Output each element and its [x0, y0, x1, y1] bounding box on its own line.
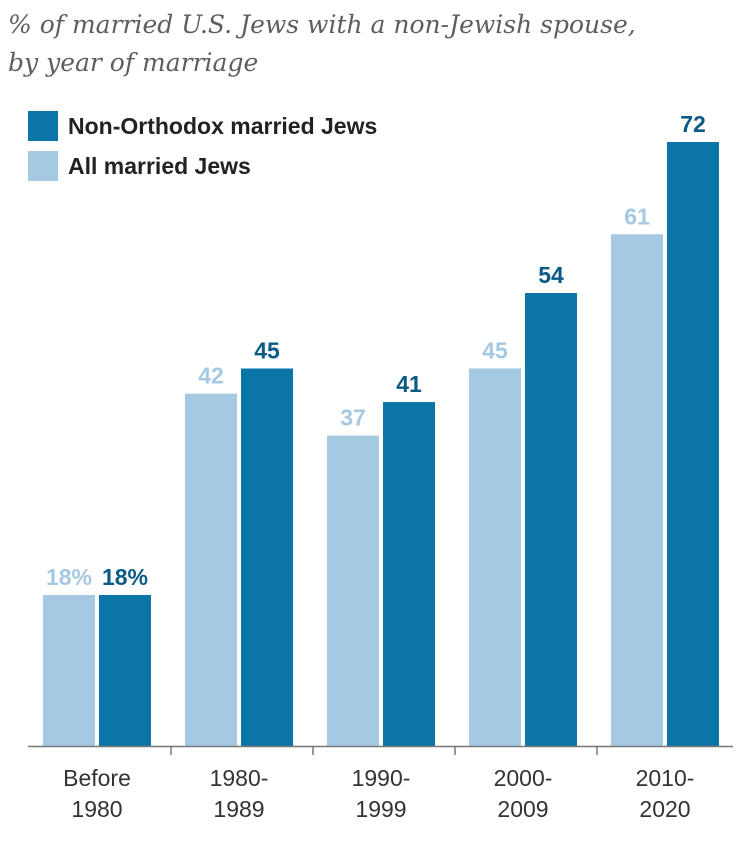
data-label-all-3: 37 — [340, 405, 366, 431]
bar-non-orthodox-4 — [525, 293, 577, 746]
chart-title-line-1: % of married U.S. Jews with a non-Jewish… — [8, 10, 636, 39]
x-tick-label-2-line-1: 1980- — [210, 765, 269, 791]
bar-all-2 — [185, 393, 237, 746]
data-label-all-4: 45 — [482, 338, 508, 364]
legend-label-2: All married Jews — [68, 153, 251, 179]
data-label-non-orthodox-5: 72 — [680, 111, 706, 137]
bar-non-orthodox-2 — [241, 368, 293, 746]
data-label-all-5: 61 — [624, 203, 650, 229]
chart-title: % of married U.S. Jews with a non-Jewish… — [8, 6, 748, 82]
bar-all-5 — [611, 234, 663, 746]
bar-non-orthodox-5 — [667, 142, 719, 746]
legend-label-1: Non-Orthodox married Jews — [68, 113, 377, 139]
x-tick-label-1-line-2: 1980 — [71, 796, 122, 822]
x-tick-label-3-line-2: 1999 — [355, 796, 406, 822]
bar-all-3 — [327, 435, 379, 746]
bar-non-orthodox-1 — [99, 595, 151, 746]
data-label-non-orthodox-2: 45 — [254, 338, 280, 364]
x-tick-label-5-line-1: 2010- — [636, 765, 695, 791]
x-tick-label-5-line-2: 2020 — [639, 796, 690, 822]
x-tick-label-1-line-1: Before — [63, 765, 131, 791]
data-label-all-2: 42 — [198, 363, 224, 389]
data-label-all-1: 18% — [46, 564, 92, 590]
bar-all-4 — [469, 368, 521, 746]
x-tick-label-3-line-1: 1990- — [352, 765, 411, 791]
x-tick-label-4-line-1: 2000- — [494, 765, 553, 791]
legend-swatch-2 — [28, 151, 58, 181]
data-label-non-orthodox-1: 18% — [102, 564, 148, 590]
x-tick-label-4-line-2: 2009 — [497, 796, 548, 822]
chart-title-line-2: by year of marriage — [8, 48, 259, 77]
bar-non-orthodox-3 — [383, 402, 435, 746]
legend-swatch-1 — [28, 111, 58, 141]
x-tick-label-2-line-2: 1989 — [213, 796, 264, 822]
bar-all-1 — [43, 595, 95, 746]
data-label-non-orthodox-4: 54 — [538, 262, 564, 288]
data-label-non-orthodox-3: 41 — [396, 371, 422, 397]
